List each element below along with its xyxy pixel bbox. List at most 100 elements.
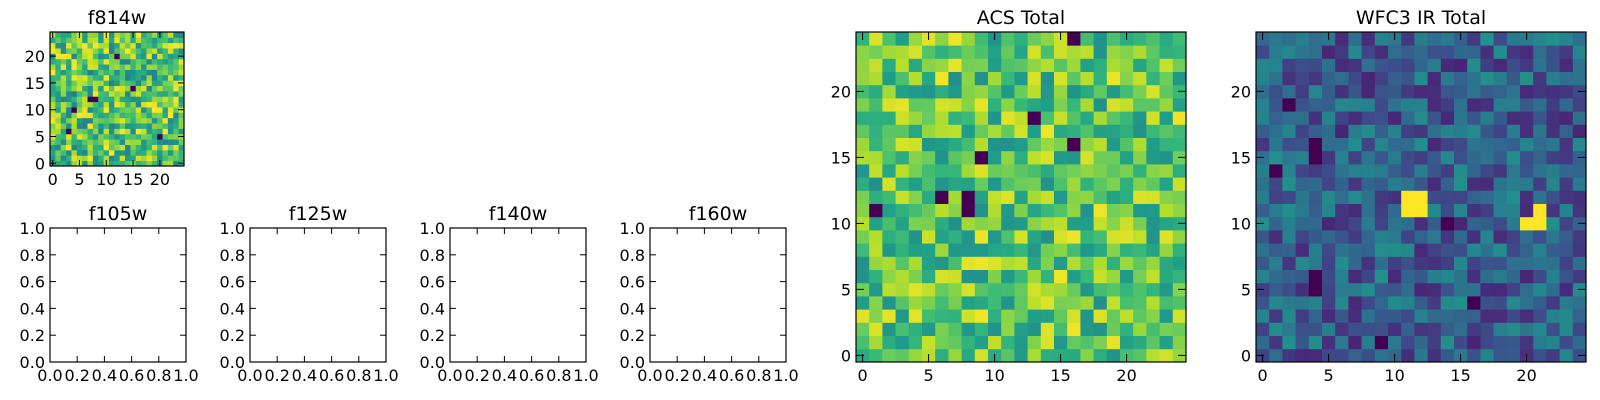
heatmap-cell [1054,269,1068,284]
heatmap-cell [1014,111,1028,125]
heatmap-cell [882,230,896,244]
heatmap-cell [178,155,185,162]
heatmap-cell [1546,190,1560,204]
heatmap-cell [1106,322,1121,336]
heatmap-cell [1361,256,1376,270]
heatmap-cell [908,124,923,138]
heatmap-cell [1001,177,1015,191]
heatmap-cell [1361,269,1376,284]
heatmap-cell [162,53,169,60]
heatmap-cell [1559,309,1574,323]
heatmap-cell [1348,84,1362,99]
heatmap-cell [1120,124,1134,138]
heatmap-cell [1172,177,1187,191]
heatmap-cell [146,53,153,60]
heatmap-cell [961,45,976,59]
heatmap-cell [167,160,174,167]
heatmap-cell [1388,335,1402,350]
heatmap-cell [157,155,163,162]
heatmap-cell [1454,243,1468,257]
heatmap-cell [1467,348,1481,363]
heatmap-cell [1493,243,1508,257]
heatmap-cell [1001,322,1015,336]
x-tick-label: 0.0 [37,366,62,385]
heatmap-cell [1133,111,1147,125]
heatmap-cell [1133,164,1147,178]
heatmap-cell [114,133,121,140]
heatmap-cell [935,322,949,336]
heatmap-cell [1401,190,1415,204]
heatmap-cell [1308,309,1323,323]
heatmap-cell [935,348,949,363]
axes-frame [49,31,185,167]
heatmap-cell [146,48,153,54]
heatmap-cell [1027,124,1042,138]
heatmap-cell [1361,335,1376,350]
heatmap-cell [869,216,883,231]
heatmap-cell [908,71,923,86]
heatmap-cell [119,139,126,145]
heatmap-cell [1133,322,1147,336]
heatmap-cell [98,80,104,86]
heatmap-cell [1533,45,1547,59]
y-tick-label: 0.2 [20,326,45,345]
heatmap-cell [55,107,62,113]
heatmap-cell [869,111,883,125]
heatmap-cell [1414,164,1428,178]
heatmap-cell [1027,111,1042,125]
heatmap-cell [167,32,174,38]
heatmap-cell [1467,309,1481,323]
heatmap-cells [1256,32,1587,363]
heatmap-cell [119,123,126,129]
heatmap-cell [60,58,67,65]
heatmap-cell [1014,32,1028,46]
heatmap-cell [1374,111,1389,125]
heatmap-cell [82,123,88,129]
heatmap-cell [1106,282,1121,297]
heatmap-cell [151,64,158,70]
heatmap-cell [141,133,147,140]
heatmap-cell [1506,322,1521,336]
heatmap-cell [92,149,99,156]
heatmap-cell [1440,124,1455,138]
heatmap-cell [1401,335,1415,350]
y-tick-label: 0.0 [420,353,445,372]
heatmap-cell [98,117,104,124]
heatmap-cell [108,144,115,151]
heatmap-cell [119,117,126,124]
heatmap-cell [1414,137,1428,152]
heatmap-cell [1282,256,1296,270]
heatmap-cell [1335,124,1349,138]
heatmap-cell [173,112,180,119]
heatmap-cell [157,53,163,60]
heatmap-cell [151,74,158,81]
heatmap-cell [50,149,56,156]
heatmap-cell [1493,309,1508,323]
heatmap-cell [1133,98,1147,112]
heatmap-cell [178,123,185,129]
heatmap-cell [125,117,131,124]
heatmap-cell [1133,190,1147,204]
heatmap-cell [125,101,131,108]
heatmap-cell [1256,256,1270,270]
heatmap-cell [908,256,923,270]
heatmap-cell [76,53,83,60]
heatmap-cell [1256,335,1270,350]
heatmap-cell [1533,137,1547,152]
heatmap-cell [1001,45,1015,59]
heatmap-cell [961,309,976,323]
heatmap-cell [1014,45,1028,59]
heatmap-cell [92,32,99,38]
heatmap-cell [1520,243,1534,257]
heatmap-cell [1467,124,1481,138]
heatmap-cell [1414,296,1428,310]
heatmap-cell [1040,335,1055,350]
heatmap-cell [1120,335,1134,350]
heatmap-cell [151,133,158,140]
heatmap-cell [882,322,896,336]
heatmap-cell [1295,230,1310,244]
heatmap-cell [92,144,99,151]
heatmap-cell [1533,309,1547,323]
heatmap-cell [98,37,104,44]
